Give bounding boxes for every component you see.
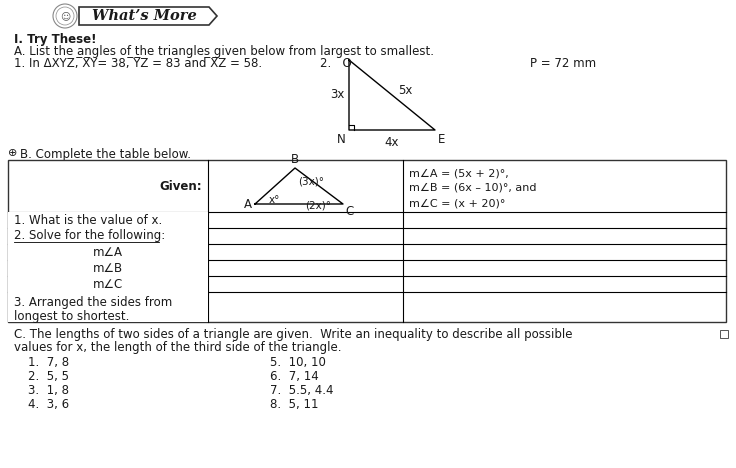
Text: ⊕: ⊕ bbox=[8, 148, 18, 158]
Text: 6.  7, 14: 6. 7, 14 bbox=[270, 370, 319, 383]
Text: 4x: 4x bbox=[385, 136, 399, 149]
Text: longest to shortest.: longest to shortest. bbox=[14, 309, 130, 322]
Text: I. Try These!: I. Try These! bbox=[14, 33, 96, 46]
Text: m∠B = (6x – 10)°, and: m∠B = (6x – 10)°, and bbox=[409, 183, 537, 193]
Text: ☺: ☺ bbox=[60, 11, 70, 21]
Text: m∠B: m∠B bbox=[93, 262, 123, 275]
Text: A: A bbox=[244, 198, 252, 212]
Text: 1. In ΔXYZ, ̅X̅Y= 38, ̅Y̅Z = 83 and ̅X̅Z = 58.: 1. In ΔXYZ, ̅X̅Y= 38, ̅Y̅Z = 83 and ̅X̅Z… bbox=[14, 57, 262, 70]
Text: 3. Arranged the sides from: 3. Arranged the sides from bbox=[14, 296, 172, 309]
Text: 3. Arranged the sides from: 3. Arranged the sides from bbox=[14, 295, 172, 308]
Text: 3x: 3x bbox=[330, 88, 345, 102]
Text: 2. Solve for the following:: 2. Solve for the following: bbox=[14, 229, 168, 242]
Text: 2.  5, 5: 2. 5, 5 bbox=[28, 370, 69, 383]
Text: (3x)°: (3x)° bbox=[298, 177, 324, 187]
Text: C: C bbox=[345, 205, 353, 218]
Text: 1.  7, 8: 1. 7, 8 bbox=[28, 356, 69, 369]
Text: 5x: 5x bbox=[398, 85, 412, 97]
Text: m∠A = (5x + 2)°,: m∠A = (5x + 2)°, bbox=[409, 168, 509, 178]
Text: m∠A: m∠A bbox=[58, 246, 88, 258]
Text: m∠C: m∠C bbox=[93, 278, 123, 291]
Text: (2x)°: (2x)° bbox=[305, 200, 331, 210]
Bar bbox=[8, 276, 208, 292]
Circle shape bbox=[56, 7, 74, 25]
Text: m∠C = (x + 20)°: m∠C = (x + 20)° bbox=[409, 198, 506, 208]
Circle shape bbox=[53, 4, 77, 28]
Polygon shape bbox=[79, 7, 217, 25]
Text: E: E bbox=[438, 133, 445, 146]
Bar bbox=[8, 292, 208, 322]
Text: N: N bbox=[337, 133, 346, 146]
Text: x°: x° bbox=[269, 195, 280, 205]
Bar bbox=[8, 260, 208, 276]
Text: C. The lengths of two sides of a triangle are given.  Write an inequality to des: C. The lengths of two sides of a triangl… bbox=[14, 328, 573, 341]
Text: m∠B: m∠B bbox=[58, 262, 88, 275]
Text: 7.  5.5, 4.4: 7. 5.5, 4.4 bbox=[270, 384, 333, 397]
Text: m∠A: m∠A bbox=[93, 246, 123, 258]
Bar bbox=[720, 330, 728, 338]
Text: m∠C: m∠C bbox=[58, 278, 88, 291]
Text: 3.  1, 8: 3. 1, 8 bbox=[28, 384, 69, 397]
Text: 4.  3, 6: 4. 3, 6 bbox=[28, 398, 69, 411]
Text: P = 72 mm: P = 72 mm bbox=[530, 57, 596, 70]
Text: 2. Solve for the following:: 2. Solve for the following: bbox=[14, 229, 166, 242]
Text: 3. Arranged the sides from: 3. Arranged the sides from bbox=[14, 300, 172, 314]
Text: values for x, the length of the third side of the triangle.: values for x, the length of the third si… bbox=[14, 341, 342, 354]
Bar bbox=[8, 244, 208, 260]
Bar bbox=[8, 212, 208, 228]
Bar bbox=[8, 160, 726, 322]
Text: longest to shortest.: longest to shortest. bbox=[14, 310, 130, 323]
Text: A. List the angles of the triangles given below from largest to smallest.: A. List the angles of the triangles give… bbox=[14, 45, 434, 58]
Bar bbox=[8, 228, 208, 244]
Text: 1. What is the value of x.: 1. What is the value of x. bbox=[14, 213, 162, 227]
Text: What’s More: What’s More bbox=[91, 9, 197, 23]
Text: 2.   O: 2. O bbox=[320, 57, 352, 70]
Bar bbox=[8, 160, 726, 322]
Text: 5.  10, 10: 5. 10, 10 bbox=[270, 356, 326, 369]
Text: 1. What is the value of x.: 1. What is the value of x. bbox=[14, 213, 162, 227]
Text: Given:: Given: bbox=[160, 180, 202, 192]
Text: B: B bbox=[291, 153, 299, 166]
Text: B. Complete the table below.: B. Complete the table below. bbox=[20, 148, 191, 161]
Text: 8.  5, 11: 8. 5, 11 bbox=[270, 398, 319, 411]
